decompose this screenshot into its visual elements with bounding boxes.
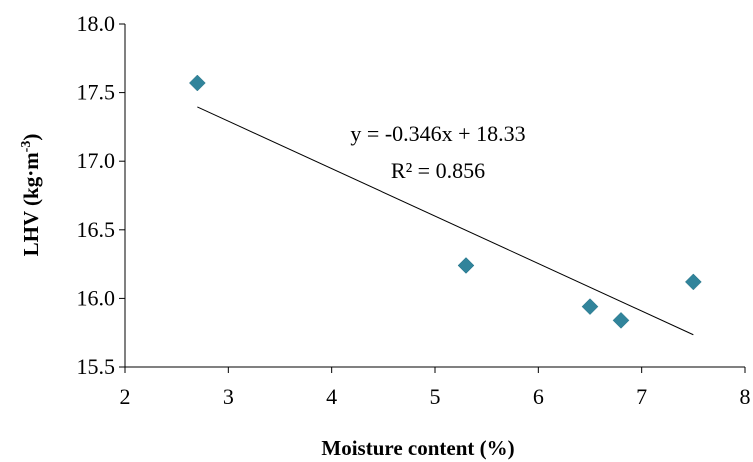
- x-tick-label: 6: [533, 384, 544, 409]
- y-tick-label: 17.5: [77, 80, 116, 105]
- y-tick-label: 17.0: [77, 148, 116, 173]
- y-axis-title-main: LHV (kg·m: [19, 152, 43, 257]
- data-point: [581, 298, 599, 315]
- data-point: [612, 311, 630, 329]
- data-point: [457, 257, 475, 274]
- y-axis-title-tail: ): [19, 134, 43, 141]
- data-point: [684, 273, 702, 291]
- x-tick-label: 3: [223, 384, 234, 409]
- y-axis-title-superscript: -3: [19, 141, 34, 153]
- trendline: [197, 106, 694, 336]
- x-tick-label: 8: [740, 384, 751, 409]
- y-axis-title: LHV (kg·m-3): [19, 134, 43, 257]
- trendline-equation: y = -0.346x + 18.33: [350, 121, 525, 146]
- x-tick-label: 7: [636, 384, 647, 409]
- x-axis-title: Moisture content (%): [321, 436, 514, 460]
- x-tick-label: 4: [326, 384, 337, 409]
- y-tick-label: 16.0: [77, 285, 116, 310]
- trendline-r-squared: R² = 0.856: [391, 158, 485, 183]
- data-points: [188, 74, 702, 329]
- x-axis-ticks: 2 3 4 5 6 7 8: [120, 367, 751, 409]
- y-tick-label: 15.5: [77, 354, 116, 379]
- y-tick-label: 16.5: [77, 217, 116, 242]
- y-axis-ticks: 15.5 16.0 16.5 17.0 17.5 18.0: [77, 11, 125, 379]
- y-tick-label: 18.0: [77, 11, 116, 36]
- x-tick-label: 5: [430, 384, 441, 409]
- x-tick-label: 2: [120, 384, 131, 409]
- data-point: [188, 74, 206, 92]
